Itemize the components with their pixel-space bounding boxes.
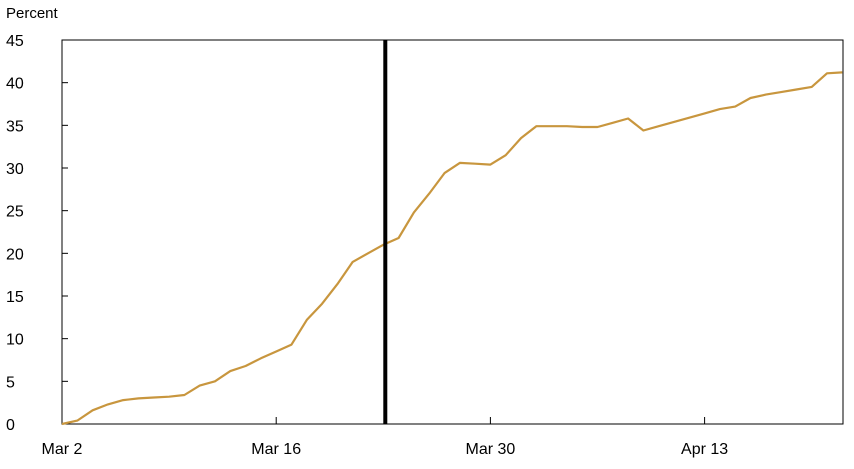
y-tick-label: 15: [6, 289, 24, 306]
x-tick-label: Apr 13: [681, 441, 728, 458]
y-tick-label: 5: [6, 374, 15, 391]
y-tick-label: 45: [6, 33, 24, 50]
y-axis: 0 5 10 15 20 25 30 35 40 45: [6, 33, 68, 434]
y-axis-label: Percent: [6, 5, 59, 22]
x-tick-label: Mar 30: [466, 441, 516, 458]
y-tick-label: 0: [6, 417, 15, 434]
x-tick-label: Mar 16: [251, 441, 301, 458]
y-tick-label: 35: [6, 118, 24, 135]
y-tick-label: 40: [6, 76, 24, 93]
plot-frame: [61, 39, 844, 425]
y-tick-label: 20: [6, 246, 24, 263]
series-line: [61, 71, 843, 426]
x-tick-label: Mar 2: [42, 441, 83, 458]
y-tick-label: 10: [6, 332, 24, 349]
y-tick-label: 25: [6, 204, 24, 221]
x-axis: Mar 2 Mar 16 Mar 30 Apr 13: [42, 417, 728, 458]
series-layer: [61, 71, 843, 426]
y-tick-label: 30: [6, 161, 24, 178]
